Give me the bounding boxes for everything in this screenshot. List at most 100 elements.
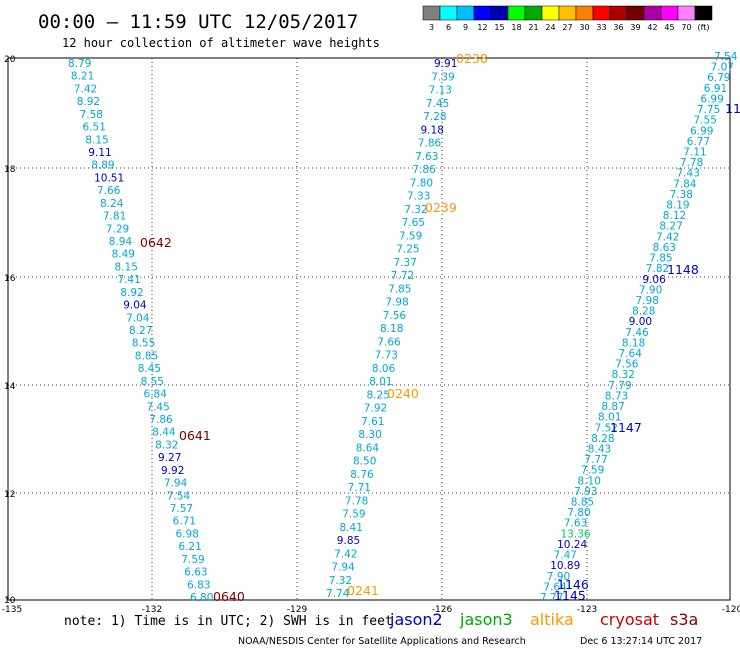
swh-value: 6.99	[700, 93, 723, 105]
swh-tracks: 8.798.217.428.927.586.518.159.118.8910.5…	[68, 51, 738, 604]
swh-value: 6.84	[144, 389, 168, 401]
plot-frame	[7, 57, 731, 601]
swh-value: 8.44	[152, 427, 176, 439]
swh-value: 8.19	[666, 200, 689, 212]
swh-value: 7.52	[595, 422, 618, 434]
swh-value: 8.49	[112, 249, 135, 261]
swh-value: 8.21	[71, 71, 94, 83]
colorbar-label: 12	[477, 23, 487, 32]
pass-time-label: 0642	[140, 235, 172, 250]
colorbar-swatch	[694, 5, 713, 21]
colorbar-swatch	[592, 5, 611, 21]
swh-value: 8.73	[605, 391, 628, 403]
colorbar-label: 30	[579, 23, 589, 32]
swh-value: 6.99	[690, 125, 713, 137]
colorbar-swatch	[609, 5, 628, 21]
swh-value: 8.30	[358, 429, 381, 441]
pass-time-label: 11	[725, 101, 740, 116]
lat-label-20: 20	[4, 55, 16, 65]
colorbar-swatch	[643, 5, 662, 21]
graticule	[8, 58, 730, 600]
swh-value: 7.74	[326, 588, 350, 600]
swh-value: 8.76	[350, 469, 374, 481]
swh-value: 7.94	[164, 478, 188, 490]
colorbar-swatch	[575, 5, 594, 21]
pass-time-label: 1146	[557, 577, 589, 592]
lon-label-132: -132	[142, 605, 162, 615]
swh-value: 8.18	[380, 323, 403, 335]
swh-value: 7.66	[377, 336, 401, 348]
swh-value: 7.65	[402, 217, 425, 229]
colorbar-swatch	[541, 5, 560, 21]
swh-value: 7.61	[361, 416, 384, 428]
swh-value: 7.63	[415, 151, 438, 163]
swh-value: 7.86	[149, 414, 173, 426]
swh-value: 7.78	[680, 157, 703, 169]
colorbar-swatch	[507, 5, 526, 21]
swh-value: 9.11	[88, 147, 111, 159]
pass-time-label: 0240	[387, 386, 419, 401]
swh-value: 8.01	[369, 376, 392, 388]
swh-value: 7.81	[103, 211, 126, 223]
swh-value: 7.43	[677, 168, 700, 180]
swh-value: 7.77	[540, 592, 563, 604]
colorbar-label: 42	[647, 23, 657, 32]
swh-value: 10.89	[550, 560, 580, 572]
lon-label-135: -135	[2, 605, 22, 615]
swh-value: 7.71	[348, 482, 371, 494]
swh-value: 6.51	[83, 122, 106, 134]
pass-time-label: 1147	[610, 420, 642, 435]
lat-label-14: 14	[4, 382, 16, 392]
swh-value: 7.73	[375, 350, 398, 362]
swh-value: 6.91	[704, 83, 727, 95]
swh-value: 7.59	[181, 554, 204, 566]
swh-value: 9.18	[421, 124, 444, 136]
swh-value: 6.77	[687, 136, 710, 148]
swh-value: 10.24	[557, 539, 587, 551]
lon-label-126: -126	[432, 605, 453, 615]
swh-value: 8.64	[356, 442, 380, 454]
swh-value: 9.06	[642, 274, 666, 286]
lat-label-16: 16	[4, 274, 16, 284]
swh-value: 8.18	[622, 337, 645, 349]
swh-value: 7.32	[329, 575, 352, 587]
colorbar-label: 3	[429, 23, 434, 32]
colorbar-swatch	[456, 5, 475, 21]
pass-time-label: 1145	[554, 588, 586, 603]
swh-value: 8.24	[100, 198, 124, 210]
lon-label-123: -123	[577, 605, 597, 615]
swh-value: 7.57	[170, 503, 193, 515]
swh-value: 8.12	[663, 210, 686, 222]
swh-value: 8.92	[120, 287, 143, 299]
y-axis-labels: 20 18 16 14 12 10	[4, 55, 16, 606]
swh-value: 8.15	[115, 261, 138, 273]
pass-time-label: 1148	[667, 262, 699, 277]
swh-value: 7.54	[167, 490, 191, 502]
swh-value: 8.27	[129, 325, 152, 337]
swh-value: 9.27	[158, 452, 181, 464]
swh-value: 8.28	[632, 306, 655, 318]
swh-value: 7.75	[697, 104, 720, 116]
swh-value: 8.45	[138, 363, 161, 375]
legend-cryosat: cryosat	[600, 610, 659, 629]
swh-value: 8.01	[598, 412, 621, 424]
swh-value: 7.72	[391, 270, 414, 282]
satellite-legend: jason2 jason3 altika cryosat s3a	[389, 610, 698, 629]
swh-value: 7.80	[567, 507, 590, 519]
legend-note: note: 1) Time is in UTC; 2) SWH is in fe…	[64, 614, 393, 629]
swh-value: 8.28	[591, 433, 614, 445]
swh-value: 6.71	[173, 516, 196, 528]
swh-value: 8.55	[132, 338, 155, 350]
colorbar-label: 18	[511, 23, 521, 32]
swh-value: 7.11	[683, 147, 706, 159]
swh-value: 7.45	[146, 401, 169, 413]
swh-value: 8.15	[85, 134, 108, 146]
swh-value: 7.92	[364, 403, 387, 415]
swh-value: 9.00	[629, 316, 652, 328]
swh-value: 7.32	[404, 204, 427, 216]
swh-value: 7.45	[426, 98, 449, 110]
swh-value: 7.90	[639, 284, 662, 296]
swh-value: 8.32	[155, 439, 178, 451]
colorbar-swatch	[558, 5, 577, 21]
swh-value: 7.77	[584, 454, 607, 466]
